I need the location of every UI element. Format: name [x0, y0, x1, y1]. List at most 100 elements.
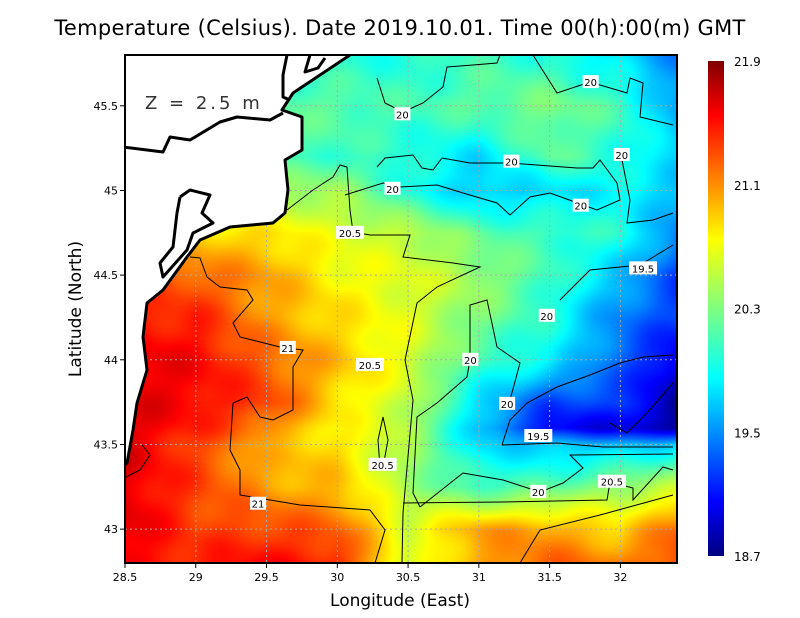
contour-lines	[125, 55, 674, 563]
contour-20-northeast	[532, 55, 674, 126]
y-tick-label: 45	[104, 184, 118, 197]
contour-label: 20	[582, 75, 599, 89]
depth-annotation: Z = 2.5 m	[145, 93, 263, 114]
y-axis: 43 43.5 44 44.5 45 45.5	[94, 100, 125, 536]
x-tick-label: 28.5	[113, 571, 138, 584]
contour-19-5-lower	[501, 442, 673, 448]
contour-label-bg	[462, 352, 479, 366]
contour-label: 20	[462, 352, 479, 367]
contour-19-5-inner	[609, 382, 674, 434]
contour-label-text: 20	[386, 185, 399, 196]
contour-label-text: 20	[584, 78, 597, 89]
contour-label-text: 19.5	[527, 432, 549, 443]
contour-label: 19.5	[629, 261, 658, 275]
contour-label-text: 20	[464, 356, 477, 367]
contour-label-bg	[503, 154, 520, 168]
contour-label: 20	[503, 154, 520, 169]
contour-label: 20	[530, 484, 547, 499]
contour-label-bg	[368, 457, 397, 471]
y-axis-label: Latitude (North)	[66, 241, 86, 377]
contour-label: 21	[279, 340, 296, 355]
contour-20-north	[376, 55, 501, 113]
contour-label-text: 20	[505, 158, 518, 169]
contour-label: 20	[613, 147, 630, 162]
contour-20-band	[344, 154, 621, 216]
y-tick-label: 44.5	[94, 269, 119, 282]
contour-label-bg	[629, 261, 658, 275]
x-tick-label: 29	[189, 571, 203, 584]
contour-20-5-west-loop	[377, 416, 389, 468]
contour-label-bg	[355, 357, 384, 371]
x-tick-label: 30	[330, 571, 344, 584]
contour-label-bg	[597, 474, 626, 488]
coastline	[125, 55, 351, 467]
contour-label: 20	[499, 396, 516, 411]
contour-labels: 20 20 20 20 20 20 20.5 19.5 20 21 20.5 20 20 19.5 20.5…	[250, 75, 658, 511]
contour-label-bg	[250, 496, 267, 510]
contour-label: 20	[572, 198, 589, 213]
contour-label: 20	[538, 308, 555, 323]
contour-21-south-west	[125, 444, 151, 479]
chart-title: Temperature (Celsius). Date 2019.10.01. …	[54, 16, 746, 40]
x-axis: 28.5 29 29.5 30 30.5 31 31.5 32	[113, 563, 627, 584]
contour-label-text: 20.5	[601, 478, 623, 489]
contour-label-text: 20	[396, 110, 409, 121]
contour-label-bg	[524, 429, 553, 442]
contour-label-bg	[384, 181, 401, 195]
contour-label: 20	[394, 107, 411, 121]
contour-20-5-bottom-east	[519, 494, 674, 563]
contour-20-south	[419, 453, 674, 508]
contour-19-5-deep	[501, 354, 674, 446]
contour-label-bg	[538, 308, 555, 322]
contour-label-text: 20	[540, 312, 553, 323]
contour-label: 20.5	[597, 474, 626, 489]
contour-label-text: 19.5	[632, 264, 654, 275]
contour-label-text: 20.5	[339, 229, 361, 240]
contour-label-text: 20.5	[371, 461, 393, 472]
y-tick-label: 45.5	[94, 100, 119, 113]
contour-label: 19.5	[524, 429, 553, 443]
contour-label-bg	[279, 340, 296, 354]
colorbar-tick-label: 19.5	[734, 426, 761, 440]
contour-label-text: 20	[574, 202, 587, 213]
colorbar-tick-label: 21.9	[734, 55, 761, 69]
contour-label-bg	[394, 107, 411, 121]
x-tick-label: 29.5	[254, 571, 279, 584]
contour-20-east	[621, 159, 674, 224]
contour-label: 21	[250, 496, 267, 511]
contour-label: 20.5	[368, 457, 397, 472]
contour-label-text: 20	[532, 488, 545, 499]
x-tick-label: 32	[613, 571, 627, 584]
x-tick-label: 31.5	[537, 571, 562, 584]
contour-label-bg	[530, 484, 547, 498]
contour-label: 20.5	[336, 225, 365, 240]
contour-20-5-north	[286, 164, 482, 563]
contour-label-bg	[499, 396, 516, 410]
colorbar-tick-label: 20.3	[734, 303, 761, 317]
contour-label-text: 21	[252, 500, 265, 511]
land-mask	[125, 55, 350, 463]
x-axis-label: Longitude (East)	[330, 591, 470, 611]
x-tick-label: 31	[472, 571, 486, 584]
y-tick-label: 43.5	[94, 438, 119, 451]
colorbar-tick-label: 18.7	[734, 550, 761, 564]
contour-label-bg	[336, 225, 365, 239]
contour-label-text: 20	[615, 151, 628, 162]
contour-label: 20	[384, 181, 401, 196]
colorbar-tick-label: 21.1	[734, 179, 761, 193]
contour-label-bg	[572, 198, 589, 212]
contour-label-bg	[613, 147, 630, 161]
y-tick-label: 43	[104, 523, 118, 536]
contour-label-text: 21	[281, 344, 294, 355]
x-tick-label: 30.5	[396, 571, 421, 584]
colorbar	[708, 61, 724, 556]
contour-label-text: 20	[501, 400, 514, 411]
contour-19-5-north	[559, 244, 674, 301]
colorbar-ticks: 18.7 19.5 20.3 21.1 21.9	[734, 55, 761, 564]
contour-label-text: 20.5	[359, 361, 381, 372]
contour-label-bg	[582, 75, 599, 89]
plot-frame	[124, 54, 678, 564]
y-tick-label: 44	[104, 354, 118, 367]
contour-label: 20.5	[355, 357, 384, 372]
